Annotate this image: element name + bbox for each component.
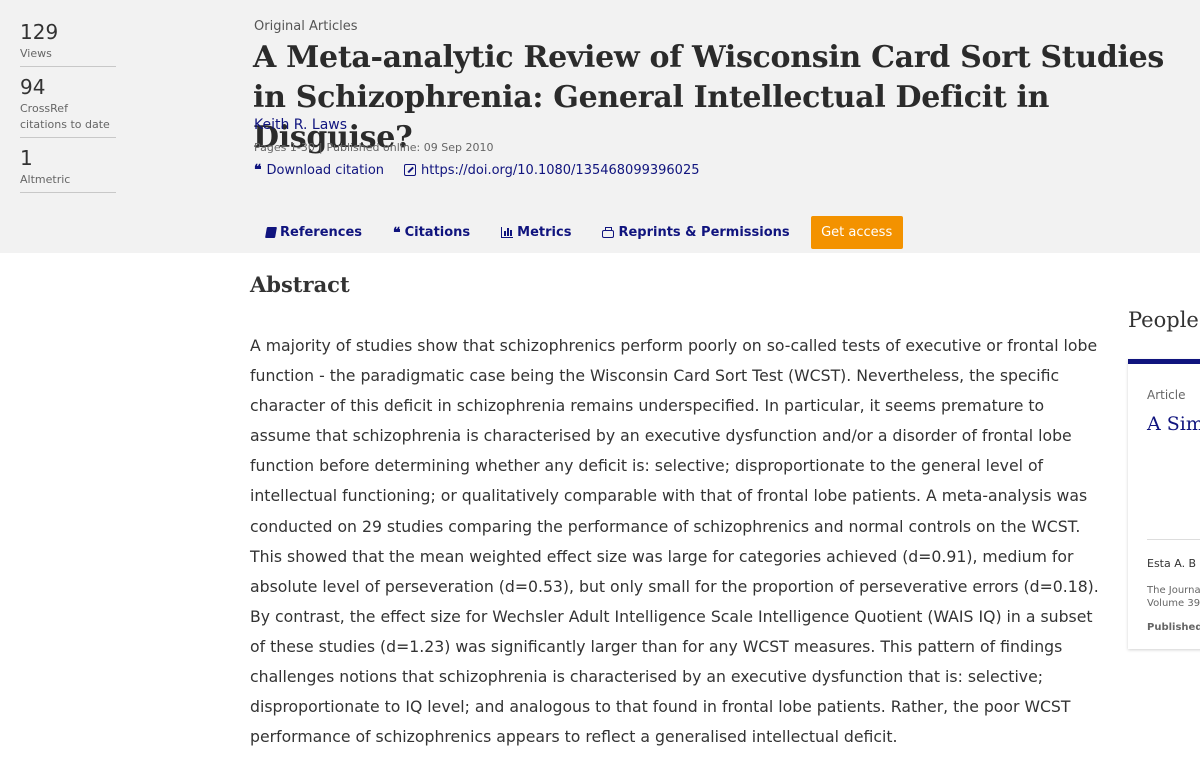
publication-info: Pages 1-30 | Published online: 09 Sep 2010 (254, 141, 493, 154)
tab-reprints-permissions[interactable]: Reprints & Permissions (602, 216, 790, 249)
separator: | (318, 141, 323, 154)
book-icon (265, 227, 277, 238)
abstract-heading: Abstract (250, 272, 350, 297)
tab-label: Reprints & Permissions (618, 225, 790, 240)
card-title-link[interactable]: A Simp Techn Flexib (1147, 413, 1200, 435)
citation-row: ❝ Download citation https://doi.org/10.1… (254, 162, 699, 178)
card-published: Published (1147, 622, 1200, 633)
quote-icon: ❝ (393, 224, 401, 241)
card-author: Esta A. B (1147, 557, 1197, 570)
printer-icon (602, 226, 615, 238)
doi-label: https://doi.org/10.1080/135468099396025 (421, 162, 700, 178)
card-divider (1147, 539, 1200, 540)
tab-citations[interactable]: ❝ Citations (393, 216, 470, 249)
card-type: Article (1147, 388, 1186, 402)
metric-views: 129 Views (20, 18, 116, 67)
doi-link[interactable]: https://doi.org/10.1080/135468099396025 (404, 163, 699, 178)
metric-crossref: 94 CrossRef citations to date (20, 73, 116, 138)
download-citation-label: Download citation (266, 162, 385, 178)
abstract-body: A majority of studies show that schizoph… (250, 336, 1099, 747)
card-journal: The Journa Volume 39, (1147, 584, 1200, 610)
pages-range: Pages 1-30 (254, 141, 315, 154)
card-journal-name: The Journa (1147, 585, 1200, 596)
metric-value: 1 (20, 146, 33, 170)
tab-references[interactable]: References (265, 216, 363, 249)
get-access-button[interactable]: Get access (810, 216, 903, 249)
tab-label: Citations (404, 225, 471, 240)
metric-label: Views (20, 47, 52, 60)
article-header (0, 0, 1200, 253)
people-also-read-heading: People a (1128, 308, 1200, 332)
author-link[interactable]: Keith R. Laws (254, 117, 348, 133)
article-type: Original Articles (254, 19, 358, 34)
external-link-icon (404, 164, 417, 176)
metric-altmetric[interactable]: 1 Altmetric (20, 144, 116, 193)
card-journal-volume: Volume 39, (1147, 598, 1200, 609)
metric-value: 129 (20, 20, 59, 44)
article-tabs: References ❝ Citations Metrics Reprints … (265, 216, 903, 249)
metric-value: 94 (20, 75, 46, 99)
metrics-column: 129 Views 94 CrossRef citations to date … (20, 18, 116, 199)
published-date: Published online: 09 Sep 2010 (326, 141, 494, 154)
article-title: A Meta-analytic Review of Wisconsin Card… (253, 40, 1164, 155)
metric-label: CrossRef citations to date (20, 102, 110, 131)
tab-label: References (280, 225, 363, 240)
tab-label: Metrics (517, 225, 572, 240)
metric-label: Altmetric (20, 173, 71, 186)
download-citation-link[interactable]: ❝ Download citation (254, 162, 384, 178)
related-article-card[interactable]: Article A Simp Techn Flexib Esta A. B Th… (1128, 359, 1200, 649)
bar-chart-icon (501, 227, 514, 238)
quote-icon: ❝ (254, 162, 262, 178)
tab-metrics[interactable]: Metrics (501, 216, 571, 249)
